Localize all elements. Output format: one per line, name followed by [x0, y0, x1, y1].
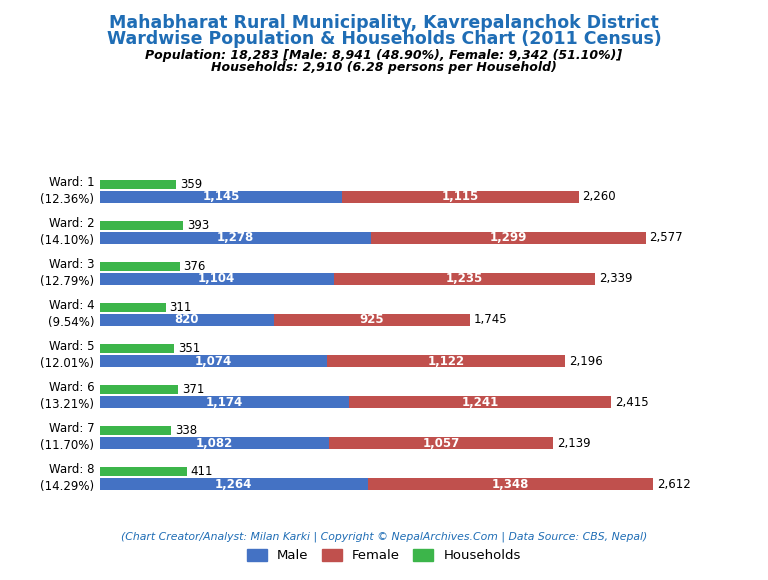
- Bar: [327, 355, 565, 367]
- Bar: [334, 273, 595, 285]
- Text: 2,196: 2,196: [569, 354, 603, 368]
- Text: 2,339: 2,339: [599, 273, 633, 285]
- Text: 2,260: 2,260: [582, 190, 616, 204]
- Text: 1,299: 1,299: [489, 231, 527, 244]
- Text: 1,235: 1,235: [446, 273, 483, 285]
- Text: 1,057: 1,057: [422, 437, 460, 450]
- Text: 411: 411: [190, 465, 214, 478]
- Text: 1,348: 1,348: [492, 477, 529, 491]
- Bar: [100, 396, 349, 408]
- Bar: [100, 437, 329, 450]
- Text: 1,264: 1,264: [215, 477, 253, 491]
- Bar: [100, 191, 343, 203]
- Text: 820: 820: [174, 314, 199, 327]
- Bar: [100, 478, 368, 490]
- Text: 2,139: 2,139: [557, 437, 591, 450]
- Bar: [100, 344, 174, 353]
- Text: 2,577: 2,577: [650, 231, 684, 244]
- Text: 371: 371: [182, 383, 204, 396]
- Bar: [100, 385, 178, 394]
- Text: 1,174: 1,174: [206, 396, 243, 408]
- Text: 1,145: 1,145: [203, 190, 240, 204]
- Text: 1,278: 1,278: [217, 231, 254, 244]
- Text: 2,415: 2,415: [615, 396, 649, 408]
- Bar: [100, 180, 176, 189]
- Bar: [273, 314, 469, 326]
- Bar: [368, 478, 654, 490]
- Bar: [343, 191, 578, 203]
- Text: 1,104: 1,104: [198, 273, 236, 285]
- Bar: [329, 437, 553, 450]
- Text: 311: 311: [170, 301, 192, 314]
- Bar: [100, 355, 327, 367]
- Text: Households: 2,910 (6.28 persons per Household): Households: 2,910 (6.28 persons per Hous…: [211, 61, 557, 74]
- Text: 1,115: 1,115: [442, 190, 479, 204]
- Text: 1,745: 1,745: [473, 314, 507, 327]
- Bar: [100, 262, 180, 271]
- Text: (Chart Creator/Analyst: Milan Karki | Copyright © NepalArchives.Com | Data Sourc: (Chart Creator/Analyst: Milan Karki | Co…: [121, 531, 647, 542]
- Text: Wardwise Population & Households Chart (2011 Census): Wardwise Population & Households Chart (…: [107, 30, 661, 48]
- Bar: [100, 221, 183, 230]
- Bar: [349, 396, 611, 408]
- Text: Population: 18,283 [Male: 8,941 (48.90%), Female: 9,342 (51.10%)]: Population: 18,283 [Male: 8,941 (48.90%)…: [145, 49, 623, 62]
- Bar: [100, 273, 334, 285]
- Bar: [100, 426, 171, 435]
- Bar: [100, 314, 273, 326]
- Text: 376: 376: [184, 260, 206, 273]
- Text: 338: 338: [175, 424, 197, 437]
- Text: 2,612: 2,612: [657, 477, 690, 491]
- Text: 1,122: 1,122: [428, 354, 465, 368]
- Bar: [371, 232, 646, 244]
- Legend: Male, Female, Households: Male, Female, Households: [242, 543, 526, 568]
- Bar: [100, 232, 371, 244]
- Text: 1,082: 1,082: [196, 437, 233, 450]
- Bar: [100, 467, 187, 476]
- Text: 359: 359: [180, 178, 202, 191]
- Text: 1,241: 1,241: [462, 396, 498, 408]
- Text: Mahabharat Rural Municipality, Kavrepalanchok District: Mahabharat Rural Municipality, Kavrepala…: [109, 14, 659, 32]
- Text: 393: 393: [187, 219, 209, 232]
- Text: 1,074: 1,074: [195, 354, 232, 368]
- Bar: [100, 303, 166, 312]
- Text: 925: 925: [359, 314, 384, 327]
- Text: 351: 351: [178, 342, 200, 355]
